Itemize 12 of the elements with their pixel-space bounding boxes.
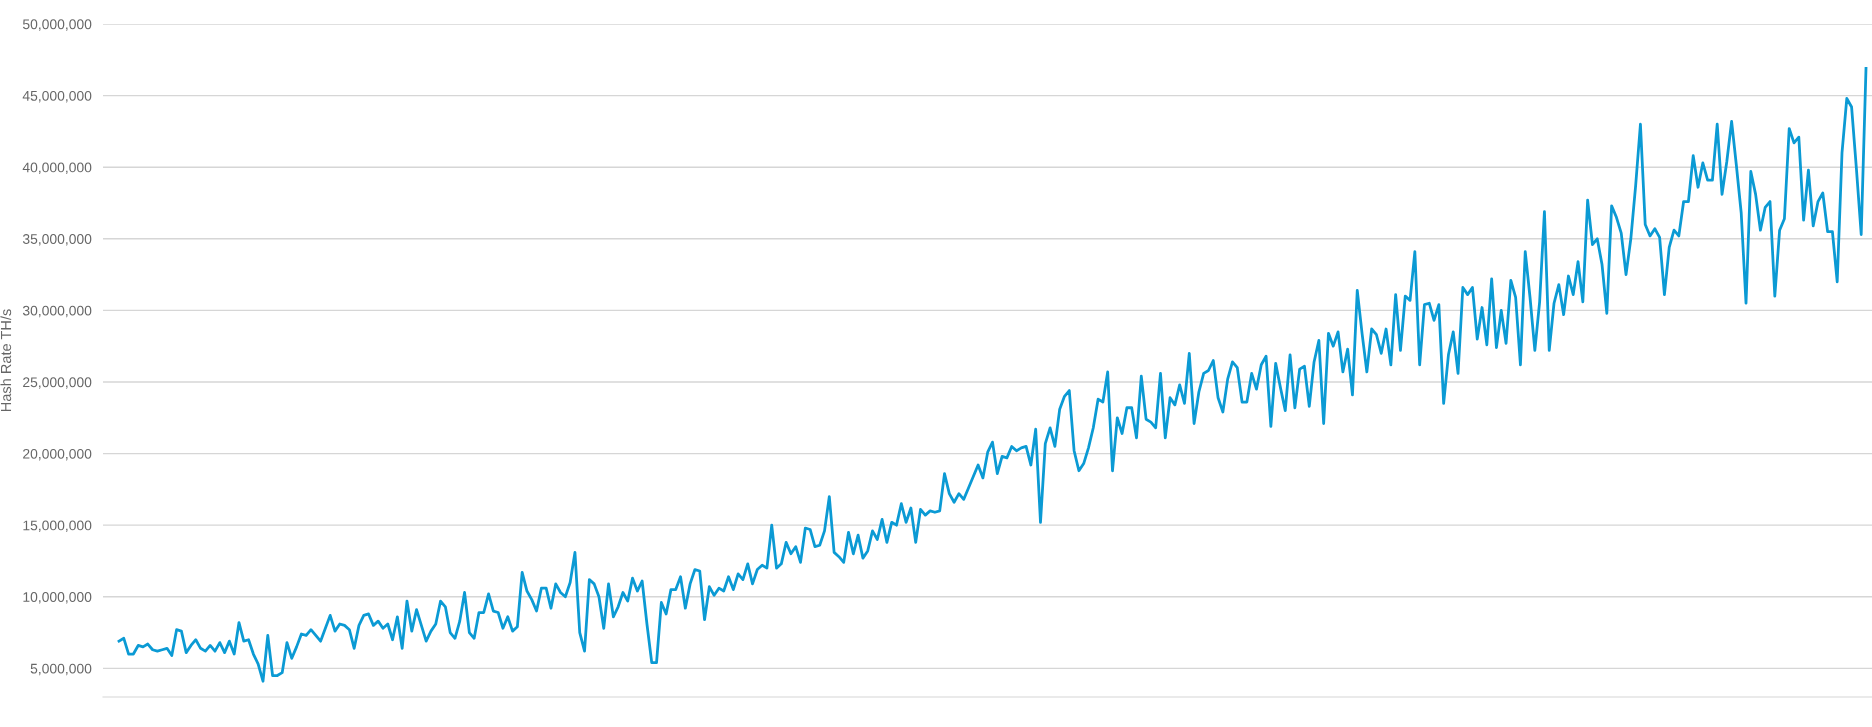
y-tick-label: 30,000,000 bbox=[22, 305, 92, 318]
y-tick-label: 25,000,000 bbox=[23, 377, 92, 389]
y-tick-label: 10,000,000 bbox=[23, 592, 92, 604]
y-tick-label: 50,000,000 bbox=[22, 19, 92, 31]
y-tick-label: 40,000,000 bbox=[22, 162, 92, 174]
line-series bbox=[117, 67, 1868, 683]
y-tick-label: 15,000,000 bbox=[23, 520, 92, 532]
y-tick-label: 35,000,000 bbox=[22, 234, 92, 246]
y-tick-label: 45,000,000 bbox=[22, 90, 92, 103]
y-tick-label: 20,000,000 bbox=[23, 448, 92, 461]
y-axis-title: Hash Rate TH/s bbox=[0, 309, 12, 412]
y-tick-label: 5,000,000 bbox=[30, 663, 92, 676]
